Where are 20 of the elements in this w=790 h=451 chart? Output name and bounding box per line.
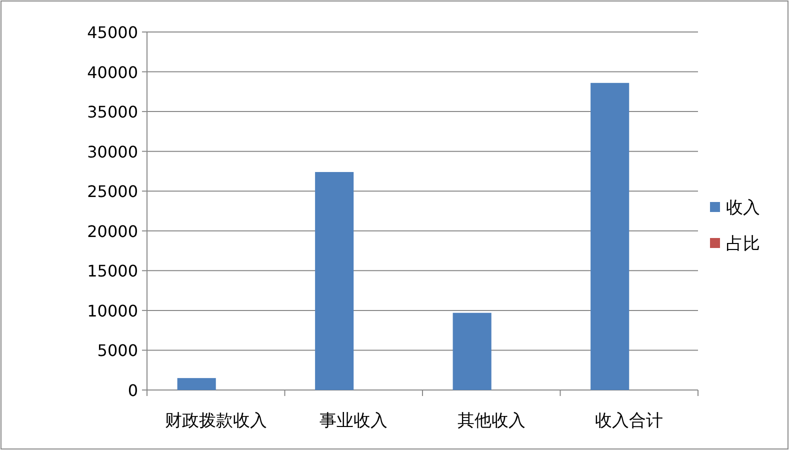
y-tick-label: 10000 — [87, 301, 138, 320]
y-tick-label: 15000 — [87, 262, 138, 281]
legend-label: 占比 — [726, 234, 760, 254]
x-tick-label: 收入合计 — [595, 411, 664, 431]
y-tick-label: 35000 — [87, 102, 138, 122]
bar — [315, 172, 354, 390]
legend-label: 收入 — [726, 198, 760, 218]
bar — [590, 82, 630, 390]
y-tick-label: 45000 — [87, 23, 138, 42]
y-tick-label: 40000 — [87, 62, 138, 82]
y-tick-label: 30000 — [87, 142, 138, 162]
bar — [452, 312, 492, 390]
y-tick-label: 20000 — [87, 222, 138, 241]
y-tick-label: 25000 — [87, 182, 138, 202]
bar — [177, 378, 216, 390]
x-tick-label: 事业收入 — [320, 411, 388, 431]
x-tick-label: 财政拨款收入 — [164, 411, 267, 431]
x-tick-label: 其他收入 — [457, 411, 526, 431]
y-tick-label: 0 — [128, 381, 138, 400]
y-tick-label: 5000 — [97, 341, 138, 360]
